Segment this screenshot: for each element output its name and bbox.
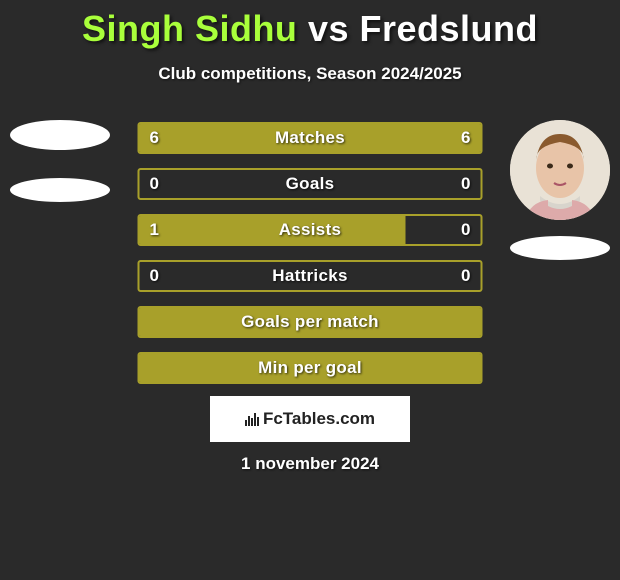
watermark: FcTables.com bbox=[210, 396, 410, 442]
stat-label: Matches bbox=[140, 128, 481, 148]
player2-club-badge bbox=[510, 236, 610, 260]
stat-value-left: 0 bbox=[150, 266, 159, 286]
stat-row: Min per goal bbox=[138, 352, 483, 384]
stat-label: Hattricks bbox=[140, 266, 481, 286]
stat-value-right: 6 bbox=[461, 128, 470, 148]
comparison-title: Singh Sidhu vs Fredslund bbox=[0, 0, 620, 50]
player1-avatar-block bbox=[10, 120, 110, 202]
stat-row: Assists1 0 bbox=[138, 214, 483, 246]
vs-text: vs bbox=[308, 8, 349, 49]
player1-club-badge bbox=[10, 178, 110, 202]
player1-name: Singh Sidhu bbox=[82, 8, 297, 49]
stat-label: Goals per match bbox=[140, 312, 481, 332]
player2-name: Fredslund bbox=[360, 8, 539, 49]
stat-row: Goals per match bbox=[138, 306, 483, 338]
chart-bars-icon bbox=[245, 412, 259, 426]
date-text: 1 november 2024 bbox=[0, 454, 620, 474]
stat-value-left: 0 bbox=[150, 174, 159, 194]
stats-bars: Matches66Goals00Assists10Hattricks00Goal… bbox=[138, 122, 483, 384]
stat-value-right: 0 bbox=[461, 266, 470, 286]
player2-avatar-block bbox=[510, 120, 610, 260]
infographic-container: Singh Sidhu vs Fredslund Club competitio… bbox=[0, 0, 620, 580]
watermark-text: FcTables.com bbox=[245, 409, 375, 429]
watermark-label: FcTables.com bbox=[263, 409, 375, 429]
stat-row: Matches6 6 bbox=[138, 122, 483, 154]
stat-label: Min per goal bbox=[140, 358, 481, 378]
stat-value-right: 0 bbox=[461, 220, 470, 240]
stat-row: Hattricks0 0 bbox=[138, 260, 483, 292]
stat-label: Assists bbox=[140, 220, 481, 240]
stat-label: Goals bbox=[140, 174, 481, 194]
stat-row: Goals0 0 bbox=[138, 168, 483, 200]
player1-avatar bbox=[10, 120, 110, 150]
player2-avatar bbox=[510, 120, 610, 220]
player2-face-icon bbox=[510, 120, 610, 220]
stat-value-left: 1 bbox=[150, 220, 159, 240]
stat-value-left: 6 bbox=[150, 128, 159, 148]
subtitle: Club competitions, Season 2024/2025 bbox=[0, 64, 620, 84]
stat-value-right: 0 bbox=[461, 174, 470, 194]
